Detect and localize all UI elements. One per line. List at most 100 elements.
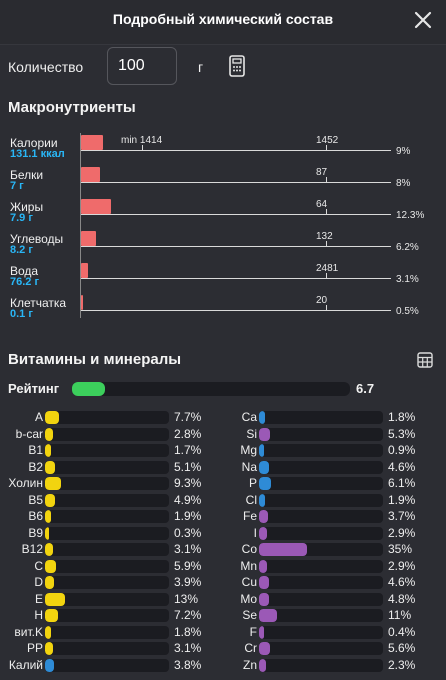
vitamin-row: C 5.9% bbox=[0, 559, 446, 575]
vitamin-name: H bbox=[34, 608, 43, 622]
rating-bar-fill bbox=[72, 382, 106, 396]
vitamin-bar bbox=[45, 427, 169, 441]
vitamin-bar bbox=[259, 427, 383, 441]
vitamin-row: Se 11% bbox=[0, 608, 446, 624]
vitamin-bar-fill bbox=[259, 543, 307, 556]
macro-min-label: min 1414 bbox=[121, 135, 163, 146]
vitamin-bar bbox=[259, 592, 383, 606]
macro-amount: 7.9 г bbox=[10, 212, 33, 224]
page-title: Подробный химический состав bbox=[112, 11, 334, 27]
vitamin-bar-fill bbox=[259, 411, 266, 424]
vitamin-row: A 7.7% bbox=[0, 410, 446, 426]
vitamin-name: Cr bbox=[244, 641, 257, 655]
vitamin-bar bbox=[45, 658, 169, 672]
vitamin-row: Mo 4.8% bbox=[0, 592, 446, 608]
vitamin-bar-fill bbox=[259, 609, 277, 622]
vitamin-name: Калий bbox=[8, 657, 43, 672]
vitamin-bar bbox=[45, 609, 169, 622]
macro-norm-label: 87 bbox=[316, 167, 328, 178]
macro-baseline bbox=[81, 278, 391, 279]
vitamin-bar bbox=[45, 477, 169, 490]
vitamin-bar bbox=[45, 559, 169, 573]
vitamin-bar-fill bbox=[259, 510, 268, 523]
macro-name: Углеводы bbox=[10, 232, 64, 246]
vitamin-name: A bbox=[34, 410, 43, 424]
vitamin-row: B5 4.9% bbox=[0, 493, 446, 509]
vitamin-percent: 2.3% bbox=[388, 657, 416, 672]
vitamin-name: B5 bbox=[28, 492, 43, 507]
vitamin-percent: 3.1% bbox=[174, 542, 202, 556]
vitamin-name: Se bbox=[242, 608, 257, 622]
vitamin-row: F 0.4% bbox=[0, 625, 446, 641]
macro-bar bbox=[81, 199, 111, 214]
vitamin-name: B6 bbox=[28, 509, 43, 523]
macro-min-tick bbox=[142, 145, 143, 151]
vitamin-bar-fill bbox=[45, 477, 61, 490]
vitamin-bar bbox=[45, 625, 169, 639]
vitamin-row: Cl 1.9% bbox=[0, 493, 446, 509]
macro-norm-label: 64 bbox=[316, 199, 328, 210]
vitamin-bar bbox=[259, 658, 383, 672]
macro-norm-tick bbox=[326, 177, 327, 183]
macro-norm-label: 2481 bbox=[316, 263, 339, 274]
calculator-icon[interactable] bbox=[229, 55, 245, 77]
macro-percent: 3.1% bbox=[396, 274, 419, 285]
vitamin-bar bbox=[45, 576, 169, 589]
vitamin-bar-fill bbox=[259, 460, 269, 474]
macro-norm-tick bbox=[326, 241, 327, 247]
vitamin-row: Cr 5.6% bbox=[0, 641, 446, 657]
vitamin-bar bbox=[45, 543, 169, 556]
macro-percent: 9% bbox=[396, 146, 411, 157]
macro-baseline bbox=[81, 214, 391, 215]
quantity-input[interactable] bbox=[108, 48, 176, 84]
macro-norm-label: 1452 bbox=[316, 135, 339, 146]
macro-name: Клетчатка bbox=[10, 296, 67, 310]
rating-label: Рейтинг bbox=[8, 381, 60, 396]
vitamin-name: I bbox=[253, 525, 257, 540]
vitamin-bar bbox=[259, 576, 383, 589]
close-icon[interactable] bbox=[412, 9, 434, 31]
vitamin-name: F bbox=[249, 624, 257, 639]
vitamin-row: Ca 1.8% bbox=[0, 410, 446, 426]
vitamin-row: Mn 2.9% bbox=[0, 559, 446, 575]
vitamin-bar bbox=[259, 559, 383, 573]
vitamin-name: Cu bbox=[241, 575, 257, 589]
vitamin-name: Cl bbox=[245, 492, 257, 507]
vitamin-name: Холин bbox=[8, 476, 43, 490]
vitamin-percent: 9.3% bbox=[174, 476, 202, 490]
vitamin-percent: 1.8% bbox=[174, 624, 202, 639]
vitamin-name: B12 bbox=[21, 542, 43, 556]
vitamin-percent: 1.7% bbox=[174, 443, 202, 457]
quantity-label: Количество bbox=[8, 59, 84, 75]
vitamin-bar-fill bbox=[45, 526, 50, 540]
vitamin-name: Mn bbox=[240, 558, 257, 573]
macro-percent: 0.5% bbox=[396, 306, 419, 317]
vitamin-percent: 5.3% bbox=[388, 426, 416, 441]
vitamin-percent: 7.7% bbox=[174, 410, 202, 424]
vitamin-bar-fill bbox=[45, 510, 52, 523]
vitamin-name: P bbox=[248, 476, 257, 490]
table-icon[interactable] bbox=[417, 352, 433, 368]
vitamin-row: Fe 3.7% bbox=[0, 509, 446, 525]
vitamin-bar-fill bbox=[259, 427, 270, 441]
macro-axis-line bbox=[80, 133, 81, 318]
vitamin-percent: 5.6% bbox=[388, 641, 416, 655]
vitamin-row: Zn 2.3% bbox=[0, 658, 446, 674]
rating-bar bbox=[72, 382, 350, 396]
vitamin-row: P 6.1% bbox=[0, 476, 446, 492]
vitamin-percent: 3.9% bbox=[174, 575, 202, 589]
vitamin-row: Cu 4.6% bbox=[0, 575, 446, 591]
vitamin-percent: 6.1% bbox=[388, 476, 416, 490]
macro-baseline bbox=[81, 310, 391, 311]
vitamin-name: Zn bbox=[242, 657, 257, 672]
vitamin-row: H 7.2% bbox=[0, 608, 446, 624]
vitamin-row: B9 0.3% bbox=[0, 526, 446, 542]
vitamin-bar-fill bbox=[45, 559, 57, 573]
macro-bar bbox=[81, 263, 89, 278]
vitamin-bar bbox=[45, 411, 169, 424]
vitamin-bar-fill bbox=[45, 642, 53, 655]
vitamin-percent: 4.9% bbox=[174, 492, 202, 507]
macro-name: Белки bbox=[10, 168, 44, 182]
vitamin-row: Mg 0.9% bbox=[0, 443, 446, 459]
vitamin-percent: 0.3% bbox=[174, 525, 202, 540]
